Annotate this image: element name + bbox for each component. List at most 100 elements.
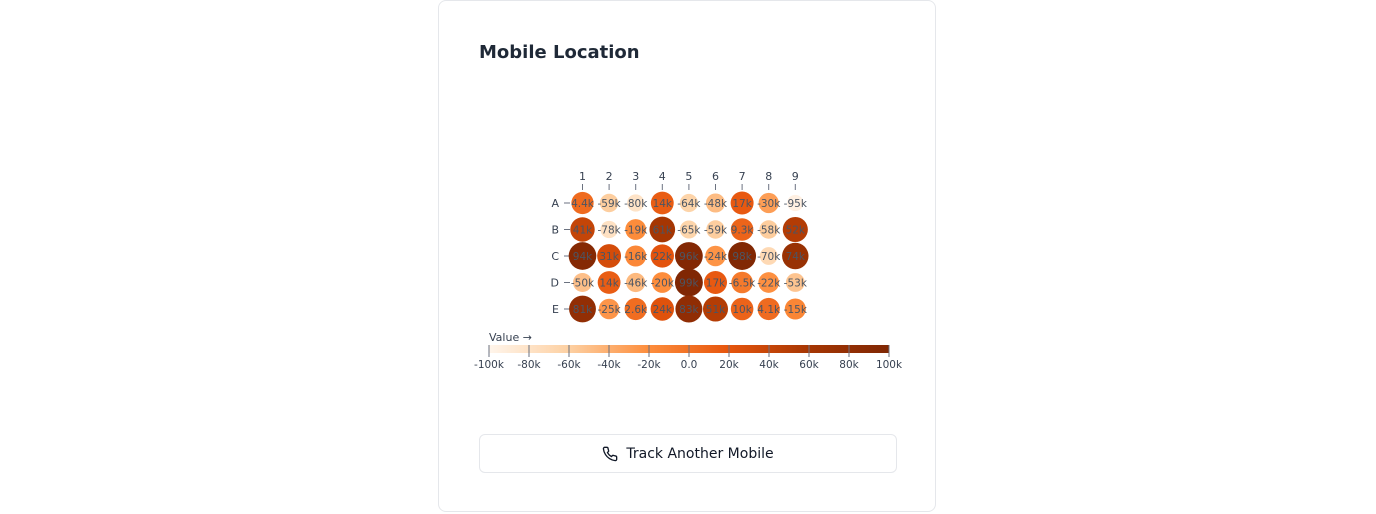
data-circle-D9 [785,273,805,292]
data-label-B9: 52k [786,225,806,237]
data-label-C2: 31k [599,251,619,263]
data-label-E4: 24k [653,304,673,316]
data-circle-A8 [758,192,779,214]
data-circle-C2 [597,244,622,268]
legend-tick-label: -20k [637,359,661,371]
data-circle-E3 [624,297,647,321]
data-label-A4: 14k [653,198,673,210]
data-circle-E2 [598,298,620,320]
data-label-E6: 51k [706,304,726,316]
row-label-E: E [552,303,559,316]
data-label-D9: -53k [784,278,808,290]
data-circle-E6 [702,296,729,322]
data-label-E5: 83k [679,304,699,316]
data-circle-D2 [597,271,621,294]
data-label-C4: 22k [653,251,673,263]
data-circle-A9 [787,194,804,212]
data-label-A6: -48k [704,198,728,210]
data-circle-A1 [571,191,594,215]
legend-tick-label: 0.0 [681,359,698,371]
column-label-6: 6 [712,170,719,183]
data-circle-C6 [705,245,726,267]
data-circle-E8 [757,297,780,321]
legend-tick-label: 60k [799,359,819,371]
row-label-B: B [551,224,559,237]
data-circle-B1 [570,217,595,242]
data-label-D6: 17k [706,278,726,290]
data-circle-D1 [573,273,592,292]
data-label-A3: -80k [624,198,648,210]
data-label-B5: -65k [677,225,701,237]
column-label-8: 8 [765,170,772,183]
data-circle-B2 [600,220,618,239]
data-label-D5: 99k [679,278,699,290]
track-another-mobile-button[interactable]: Track Another Mobile [479,434,897,473]
data-label-A2: -59k [597,198,621,210]
data-label-D4: -20k [651,278,675,290]
mobile-location-card: Mobile Location 1 2 3 4 5 6 7 8 9 A B C D E 4.4k -59k -8… [438,0,936,512]
data-label-A7: 17k [732,198,752,210]
data-label-C7: 98k [732,251,752,263]
data-circle-C1 [568,242,597,270]
data-label-A9: -95k [784,198,808,210]
legend-tick-label: -60k [557,359,581,371]
data-label-B2: -78k [597,225,621,237]
data-circle-D3 [626,272,646,293]
track-button-label: Track Another Mobile [626,445,774,462]
data-label-A5: -64k [677,198,701,210]
data-label-E9: -15k [784,304,808,316]
legend-tick-label: -80k [517,359,541,371]
data-label-B6: -59k [704,225,728,237]
data-circle-E5 [675,295,703,323]
data-label-A1: 4.4k [571,198,595,210]
data-label-D1: -50k [571,278,595,290]
data-label-B3: -19k [624,225,648,237]
data-circle-A6 [705,193,726,213]
data-label-D7: -6.5k [729,278,756,290]
column-label-3: 3 [632,170,639,183]
data-label-C8: -70k [757,251,781,263]
data-label-D2: 14k [599,278,619,290]
data-circle-A3 [627,194,645,212]
data-circle-E1 [569,295,596,323]
data-circle-A7 [730,191,754,215]
column-label-7: 7 [739,170,746,183]
data-circle-C7 [728,242,757,270]
data-label-D3: -46k [624,278,648,290]
row-label-A: A [551,197,559,210]
data-circle-E4 [650,297,675,321]
data-circle-B3 [625,219,647,240]
data-circle-C3 [625,245,647,267]
data-circle-D6 [703,270,728,295]
column-label-2: 2 [606,170,613,183]
data-label-E2: -25k [597,304,621,316]
data-circle-B8 [759,220,778,239]
data-label-D8: -22k [757,278,781,290]
data-circle-D8 [758,272,780,293]
data-circle-A5 [679,193,698,213]
data-circle-B4 [649,216,676,243]
data-label-B1: 41k [573,225,593,237]
data-label-B7: 9.3k [731,225,755,237]
data-circle-B6 [706,220,725,239]
data-circle-B9 [782,216,808,243]
column-label-9: 9 [792,170,799,183]
data-circle-C4 [650,244,674,268]
data-circle-E9 [784,298,806,320]
column-label-1: 1 [579,170,586,183]
data-circle-D7 [731,271,753,294]
data-circle-C9 [782,242,809,270]
legend-tick-label: 40k [759,359,779,371]
data-label-E3: 2.6k [624,304,648,316]
legend-title: Value → [489,331,532,344]
data-circle-A4 [650,191,674,215]
data-label-C9: 74k [786,251,806,263]
data-circle-D4 [651,272,673,293]
data-circle-C5 [675,242,703,270]
legend-tick-label: 20k [719,359,739,371]
data-label-C6: -24k [704,251,728,263]
data-label-B8: -58k [757,225,781,237]
card-title: Mobile Location [479,42,640,63]
legend-tick-label: 100k [876,359,903,371]
data-circle-C8 [759,247,778,265]
